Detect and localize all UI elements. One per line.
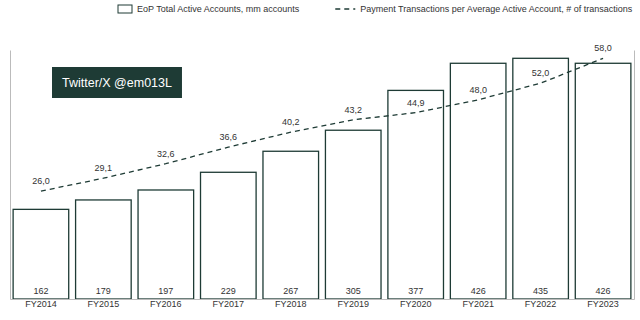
x-tick-label: FY2014 [25,299,57,309]
line-label: 48,0 [469,85,487,95]
x-tick: FY2018 [275,299,307,309]
bar-label: 377 [408,286,423,296]
legend-label: Payment Transactions per Average Active … [360,4,632,14]
x-tick: FY2023 [587,299,619,309]
legend-swatch [118,5,132,13]
x-tick-label: FY2021 [462,299,494,309]
bar [513,58,569,299]
x-tick-label: FY2023 [587,299,619,309]
line-label: 26,0 [32,176,50,186]
bar [450,63,506,299]
bar-label: 179 [96,286,111,296]
x-tick-label: FY2022 [525,299,557,309]
x-tick-label: FY2018 [275,299,307,309]
x-tick: FY2020 [400,299,432,309]
annotation-box [52,67,182,98]
x-tick-label: FY2017 [213,299,245,309]
x-tick: FY2021 [462,299,494,309]
bar-label: 435 [533,286,548,296]
legend-item: EoP Total Active Accounts, mm accounts [118,4,300,14]
line-label: 52,0 [532,68,550,78]
bar-label: 305 [346,286,361,296]
line-label: 44,9 [407,98,425,108]
bar [388,90,444,299]
bar [263,151,319,299]
bar-label: 229 [221,286,236,296]
chart: FY2014 FY2015 FY2016 FY2017 FY2018 FY2019 FY20… [0,0,640,320]
x-axis: FY2014 FY2015 FY2016 FY2017 FY2018 FY2019 FY20… [11,299,635,309]
annotation-text: Twitter/X @em013L [62,76,172,90]
y2-axis [634,51,635,300]
axis-line [10,51,11,300]
line-label: 40,2 [282,117,300,127]
bar [201,172,257,299]
bar [138,190,194,299]
axis-line [634,51,635,300]
legend: EoP Total Active Accounts, mm accounts Pa… [118,4,633,14]
line-label: 29,1 [95,163,113,173]
legend-item: Payment Transactions per Average Active … [335,4,632,14]
bar [76,200,132,299]
bar-label: 197 [158,286,173,296]
x-tick: FY2014 [25,299,57,309]
x-tick-label: FY2020 [400,299,432,309]
bar-label: 267 [283,286,298,296]
line-label: 43,2 [344,105,362,115]
legend-label: EoP Total Active Accounts, mm accounts [137,4,300,14]
line-label: 32,6 [157,149,175,159]
y-axis [10,51,11,300]
line-label: 58,0 [594,43,612,53]
bar [13,209,69,299]
bar-label: 426 [596,286,611,296]
line [41,58,603,191]
x-tick: FY2015 [88,299,120,309]
x-tick: FY2019 [337,299,369,309]
x-tick: FY2017 [213,299,245,309]
data-labels: 162 179 197 229 267 305 377 426 435 426 26,0 29,1 32… [32,43,612,296]
line-label: 36,6 [220,132,238,142]
x-tick: FY2022 [525,299,557,309]
x-tick-label: FY2015 [88,299,120,309]
x-tick-label: FY2019 [337,299,369,309]
bar-label: 426 [471,286,486,296]
legend-swatch [335,8,355,9]
bar-label: 162 [33,286,48,296]
bar [575,63,631,299]
x-tick: FY2016 [150,299,182,309]
bar [325,130,381,299]
plot-area [13,58,631,299]
annotation: Twitter/X @em013L [52,67,182,98]
x-tick-label: FY2016 [150,299,182,309]
